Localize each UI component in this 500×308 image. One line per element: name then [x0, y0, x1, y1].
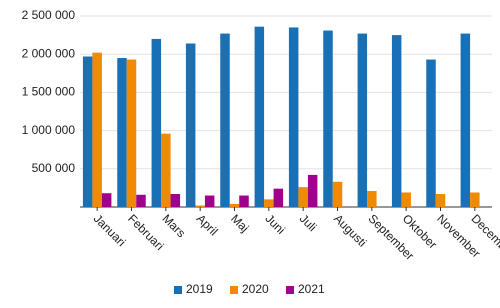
- bar: [435, 194, 446, 207]
- x-tick-label: April: [194, 211, 221, 238]
- bar: [357, 33, 368, 208]
- bar: [460, 33, 471, 208]
- legend-swatch: [174, 286, 182, 294]
- bar: [82, 56, 93, 207]
- bar: [426, 59, 436, 207]
- y-tick-label: 2 000 000: [22, 46, 76, 60]
- bar: [151, 38, 162, 207]
- bar: [323, 30, 333, 207]
- x-tick-label: Februari: [125, 211, 166, 252]
- bar: [470, 192, 480, 207]
- bar: [391, 35, 402, 207]
- bar: [195, 205, 205, 207]
- x-tick-label: Augusti: [331, 211, 369, 249]
- bar: [273, 188, 284, 207]
- legend-label: 2021: [298, 282, 325, 296]
- legend-swatch: [286, 286, 294, 294]
- y-tick-label: 1 000 000: [22, 123, 76, 137]
- bar: [367, 190, 377, 207]
- bar: [220, 33, 230, 208]
- bar: [307, 174, 318, 207]
- x-tick-label: Januari: [91, 211, 129, 249]
- legend-label: 2020: [242, 282, 269, 296]
- bar: [136, 194, 146, 207]
- bar: [101, 193, 112, 207]
- bar: [170, 194, 181, 207]
- bar: [298, 187, 308, 207]
- legend-label: 2019: [186, 282, 213, 296]
- bar: [92, 52, 102, 208]
- bar: [401, 192, 411, 207]
- bar: [229, 203, 240, 207]
- x-tick-label: Juni: [262, 211, 287, 236]
- bar: [126, 59, 137, 207]
- bar: [161, 133, 171, 207]
- bar: [254, 26, 265, 207]
- y-tick-label: 2 500 000: [22, 8, 76, 22]
- bar: [204, 195, 215, 207]
- bar: [288, 27, 299, 208]
- bar: [332, 181, 343, 207]
- bar: [185, 43, 196, 208]
- x-tick-label: Maj: [228, 211, 252, 235]
- y-tick-label: 1 500 000: [22, 85, 76, 99]
- bar: [117, 58, 127, 207]
- bar: [239, 195, 249, 207]
- legend-swatch: [230, 286, 238, 294]
- bar: [264, 199, 274, 207]
- x-tick-label: Mars: [159, 211, 188, 240]
- y-tick-label: 500 000: [32, 161, 76, 175]
- x-tick-label: Juli: [297, 211, 320, 234]
